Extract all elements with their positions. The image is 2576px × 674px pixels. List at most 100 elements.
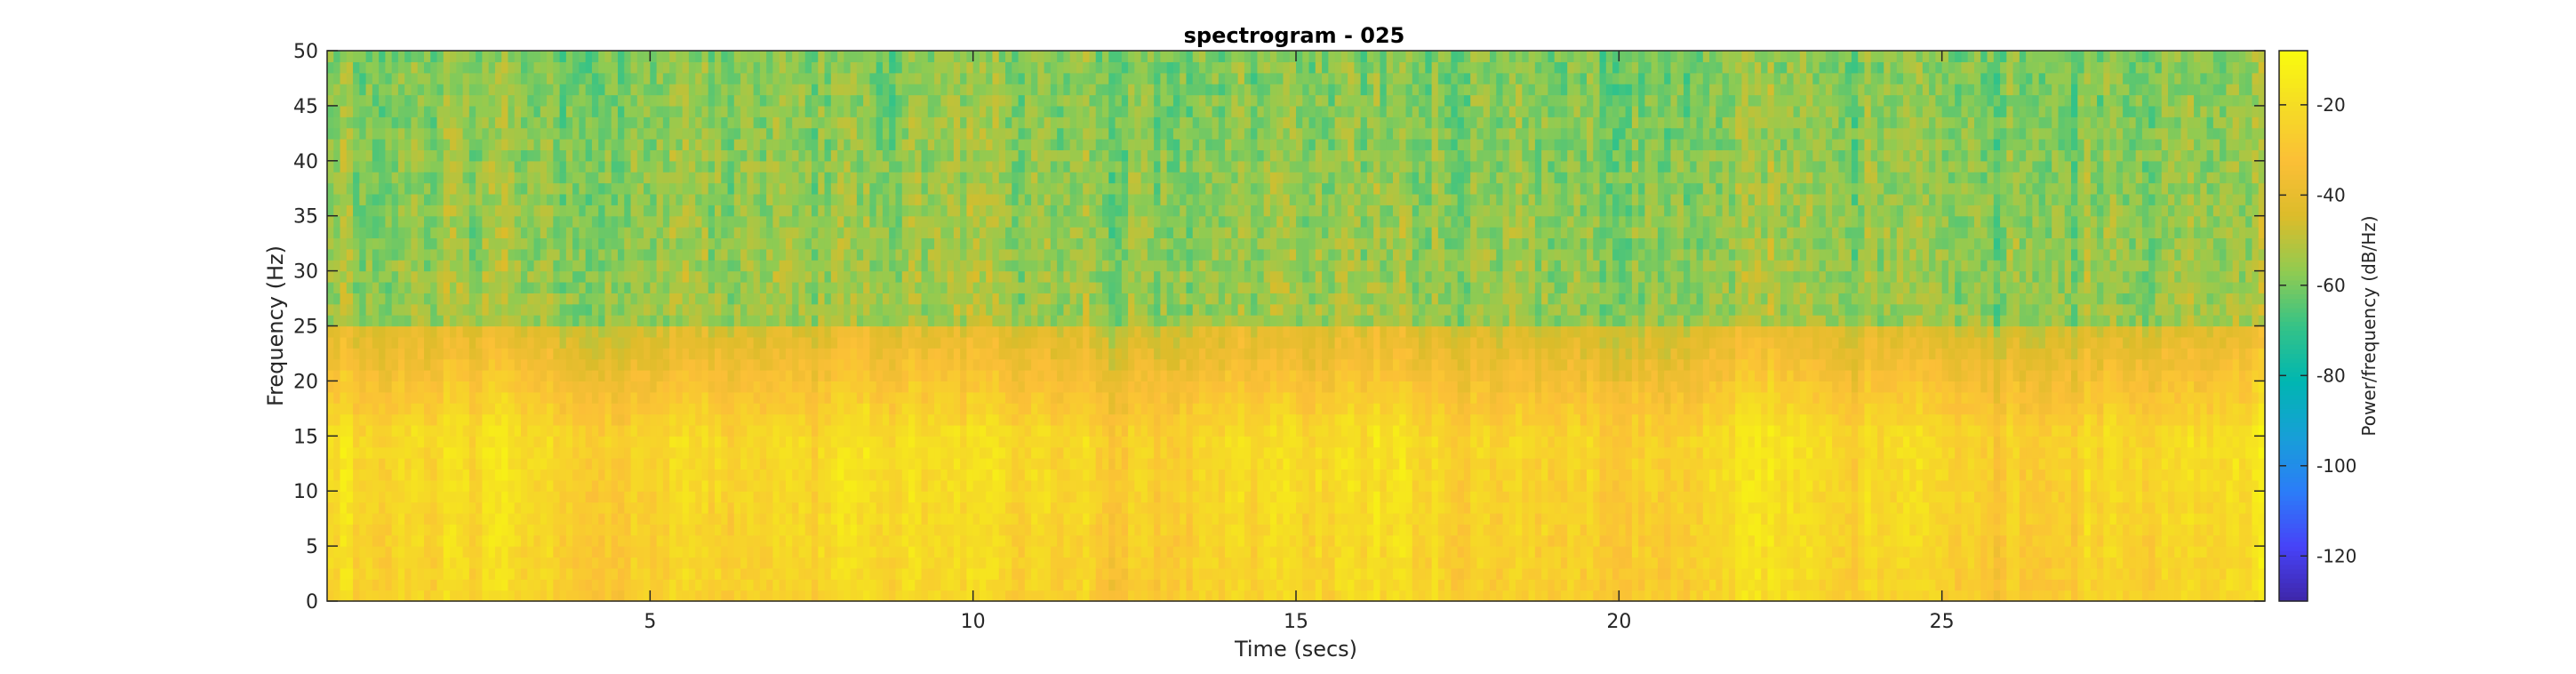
heatmap-cell <box>785 413 793 426</box>
heatmap-cell <box>365 590 373 602</box>
heatmap-cell <box>591 579 599 591</box>
heatmap-cell <box>476 579 483 591</box>
heatmap-cell <box>365 524 373 536</box>
heatmap-cell <box>908 270 916 283</box>
heatmap-cell <box>404 590 412 602</box>
heatmap-cell <box>353 139 360 151</box>
heatmap-cell <box>830 512 838 525</box>
heatmap-cell <box>818 160 826 173</box>
heatmap-cell <box>636 94 644 107</box>
heatmap-cell <box>856 524 864 536</box>
heatmap-cell <box>372 94 380 107</box>
heatmap-cell <box>450 149 457 162</box>
heatmap-cell <box>604 458 612 470</box>
heatmap-cell <box>901 127 909 140</box>
heatmap-cell <box>488 336 496 349</box>
heatmap-cell <box>812 293 819 305</box>
heatmap-cell <box>644 260 651 272</box>
heatmap-cell <box>618 315 625 327</box>
heatmap-cell <box>824 205 832 217</box>
heatmap-cell <box>630 579 638 591</box>
heatmap-cell <box>417 391 425 404</box>
heatmap-cell <box>585 270 593 283</box>
heatmap-cell <box>501 237 509 250</box>
heatmap-cell <box>727 381 735 393</box>
heatmap-cell <box>772 270 780 283</box>
heatmap-cell <box>533 458 541 470</box>
heatmap-cell <box>353 579 360 591</box>
heatmap-cell <box>501 72 509 84</box>
heatmap-cell <box>494 512 502 525</box>
heatmap-cell <box>934 436 941 448</box>
heatmap-cell <box>701 479 709 492</box>
heatmap-cell <box>462 84 470 96</box>
heatmap-cell <box>740 567 748 580</box>
heatmap-cell <box>837 84 844 96</box>
heatmap-cell <box>708 84 716 96</box>
heatmap-cell <box>934 370 941 381</box>
heatmap-cell <box>494 557 502 569</box>
heatmap-cell <box>869 325 877 338</box>
heatmap-cell <box>733 479 741 492</box>
heatmap-cell <box>798 336 806 349</box>
heatmap-cell <box>462 139 470 151</box>
heatmap-cell <box>533 72 541 84</box>
heatmap-cell <box>727 260 735 272</box>
heatmap-cell <box>940 215 948 228</box>
heatmap-cell <box>753 534 761 547</box>
heatmap-cell <box>727 512 735 525</box>
heatmap-cell <box>656 579 664 591</box>
heatmap-cell <box>715 381 722 393</box>
heatmap-cell <box>598 72 606 84</box>
heatmap-cell <box>715 579 722 591</box>
heatmap-cell <box>436 303 444 316</box>
heatmap-cell <box>895 325 903 338</box>
heatmap-cell <box>340 501 348 514</box>
heatmap-cell <box>895 94 903 107</box>
heatmap-cell <box>404 315 412 327</box>
heatmap-cell <box>327 501 334 514</box>
heatmap-cell <box>397 61 405 74</box>
heatmap-cell <box>553 381 561 393</box>
heatmap-cell <box>468 127 476 140</box>
heatmap-cell <box>733 501 741 514</box>
heatmap-cell <box>876 424 884 437</box>
heatmap-cell <box>779 293 787 305</box>
heatmap-cell <box>818 524 826 536</box>
heatmap-cell <box>424 546 431 558</box>
heatmap-cell <box>753 51 761 62</box>
heatmap-cell <box>391 72 399 84</box>
heatmap-cell <box>818 424 826 437</box>
heatmap-cell <box>340 215 348 228</box>
heatmap-cell <box>365 512 373 525</box>
heatmap-cell <box>482 358 490 371</box>
heatmap-cell <box>508 370 516 381</box>
heatmap-cell <box>553 51 561 62</box>
heatmap-cell <box>656 524 664 536</box>
heatmap-cell <box>682 61 690 74</box>
heatmap-cell <box>456 248 464 261</box>
heatmap-cell <box>650 579 658 591</box>
heatmap-cell <box>618 358 625 371</box>
heatmap-cell <box>359 501 367 514</box>
heatmap-cell <box>682 446 690 459</box>
heatmap-cell <box>372 479 380 492</box>
heatmap-cell <box>604 491 612 503</box>
heatmap-cell <box>547 325 554 338</box>
heatmap-cell <box>721 149 729 162</box>
heatmap-cell <box>662 193 670 205</box>
heatmap-cell <box>411 160 419 173</box>
heatmap-cell <box>804 512 812 525</box>
heatmap-cell <box>662 315 670 327</box>
heatmap-cell <box>333 116 341 129</box>
heatmap-cell <box>579 205 587 217</box>
heatmap-cell <box>688 127 696 140</box>
heatmap-cell <box>850 512 858 525</box>
heatmap-cell <box>818 479 826 492</box>
heatmap-cell <box>644 281 651 293</box>
heatmap-cell <box>966 579 974 591</box>
heatmap-cell <box>850 237 858 250</box>
heatmap-cell <box>940 127 948 140</box>
heatmap-cell <box>333 227 341 239</box>
heatmap-cell <box>397 524 405 536</box>
